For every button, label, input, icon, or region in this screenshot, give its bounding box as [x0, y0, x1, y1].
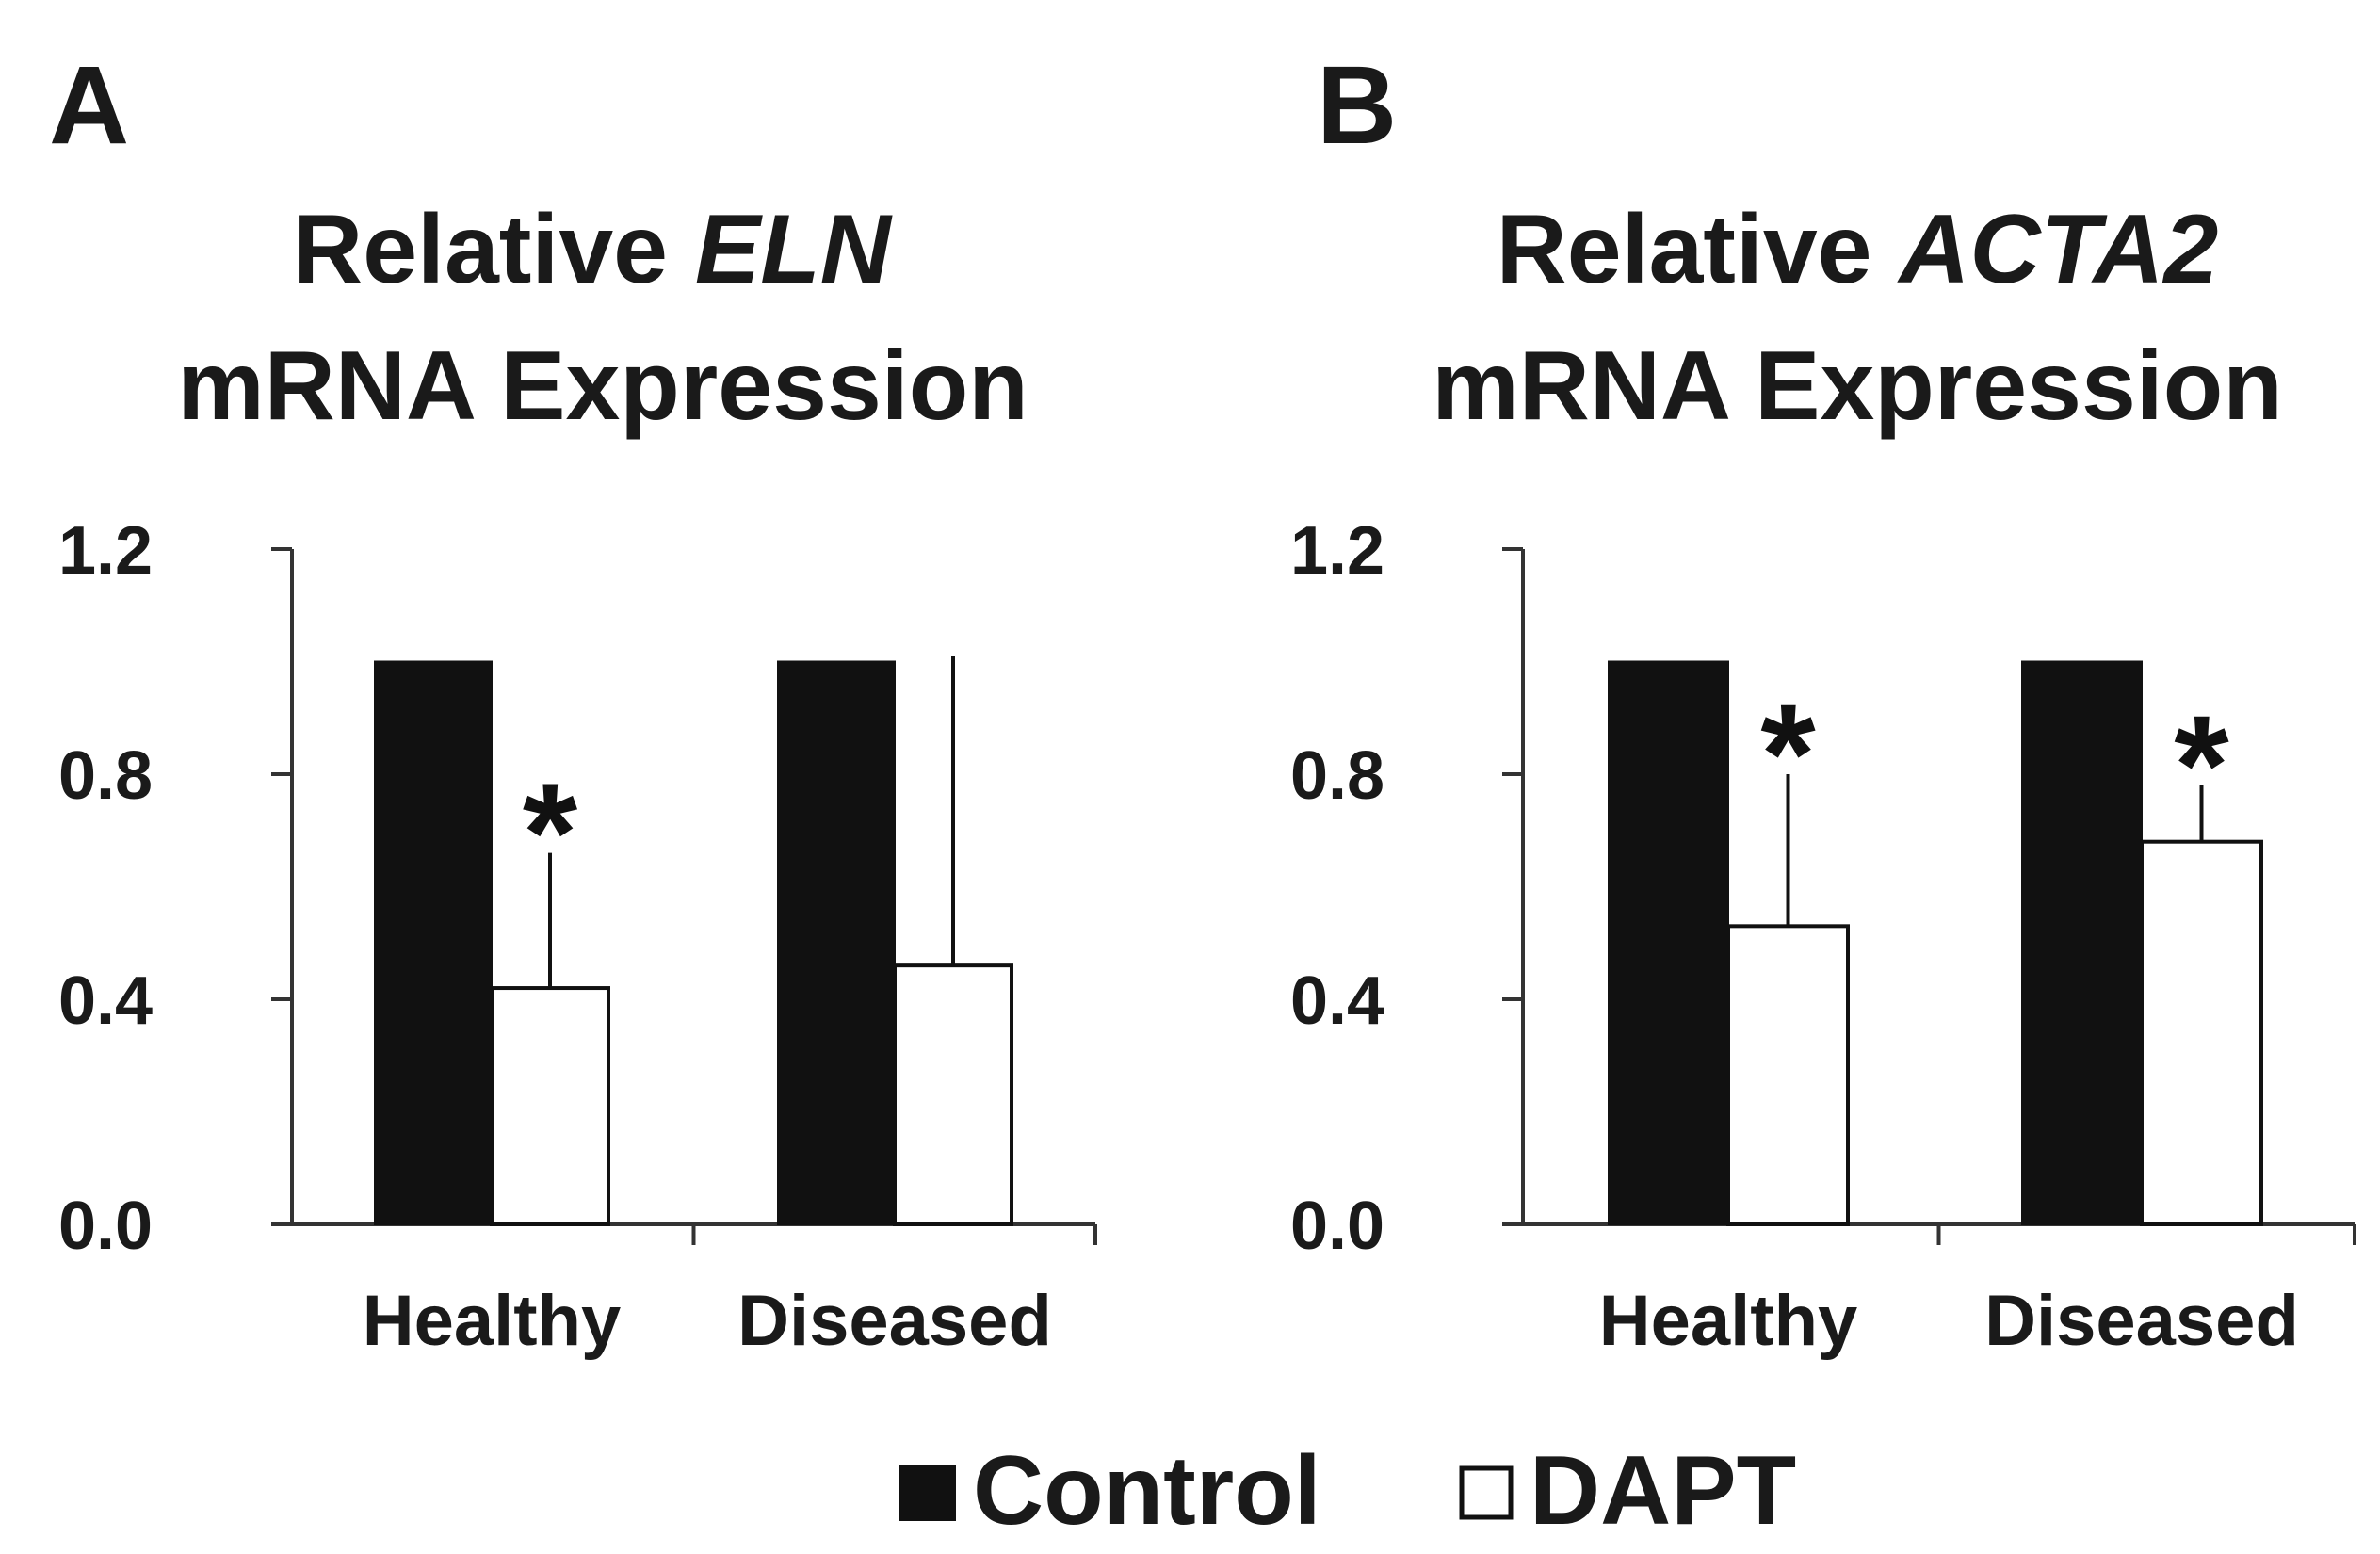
panel-a-title-line2: mRNA Expression — [177, 332, 1028, 441]
panel-b-letter: B — [1317, 43, 1397, 168]
bar-dapt-healthy — [490, 986, 610, 1227]
bar-dapt-diseased — [893, 963, 1013, 1227]
bar-control-diseased — [2021, 660, 2143, 1225]
panel-b-plot: 0.0 0.4 0.8 1.2 * Healthy * Diseased — [1290, 513, 2356, 1361]
legend-label-dapt: DAPT — [1530, 1436, 1796, 1546]
x-category-label-healthy: Healthy — [1599, 1281, 1858, 1361]
bar-dapt-diseased — [2140, 839, 2263, 1226]
panel-a: A Relative ELN mRNA Expression 0.0 0.4 0.8… — [49, 43, 1097, 1361]
significance-star-diseased: * — [2174, 686, 2229, 844]
y-tick-label: 1.2 — [1290, 513, 1384, 589]
y-tick-label: 0.0 — [1290, 1189, 1384, 1264]
panel-a-letter: A — [49, 43, 129, 168]
significance-star-healthy: * — [523, 753, 578, 912]
legend-swatch-control — [899, 1465, 956, 1521]
x-category-label-healthy: Healthy — [363, 1281, 622, 1361]
bar-control-healthy — [1608, 660, 1729, 1225]
y-tick-label: 0.8 — [1290, 738, 1384, 814]
panel-b-title-line2: mRNA Expression — [1432, 332, 2283, 441]
y-tick-label: 0.4 — [1290, 963, 1384, 1039]
y-tick-label: 1.2 — [58, 513, 153, 589]
panel-a-plot: 0.0 0.4 0.8 1.2 * Healthy Diseased — [58, 513, 1097, 1361]
bar-control-diseased — [777, 660, 896, 1225]
y-tick-label: 0.8 — [58, 738, 153, 814]
legend-label-control: Control — [973, 1436, 1321, 1546]
panel-b: B Relative ACTA2 mRNA Expression 0.00.40… — [1290, 43, 2356, 1361]
y-tick-label: 0.4 — [58, 963, 153, 1039]
y-tick-label: 0.0 — [58, 1189, 153, 1264]
significance-star-healthy: * — [1760, 674, 1816, 833]
x-category-label-diseased: Diseased — [737, 1281, 1052, 1361]
panel-a-title-gene: ELN — [695, 195, 893, 304]
x-category-label-diseased: Diseased — [1984, 1281, 2299, 1361]
bar-control-healthy — [374, 660, 493, 1225]
bar-dapt-healthy — [1726, 924, 1850, 1226]
panel-b-title-prefix: Relative — [1497, 195, 1900, 304]
panel-b-title-line1: Relative ACTA2 — [1497, 195, 2219, 304]
legend: Control DAPT — [899, 1436, 1796, 1546]
panel-a-title-line1: Relative ELN — [292, 195, 893, 304]
panel-a-title-prefix: Relative — [292, 195, 695, 304]
panel-b-title-gene: ACTA2 — [1896, 195, 2218, 304]
legend-swatch-dapt — [1459, 1465, 1514, 1520]
